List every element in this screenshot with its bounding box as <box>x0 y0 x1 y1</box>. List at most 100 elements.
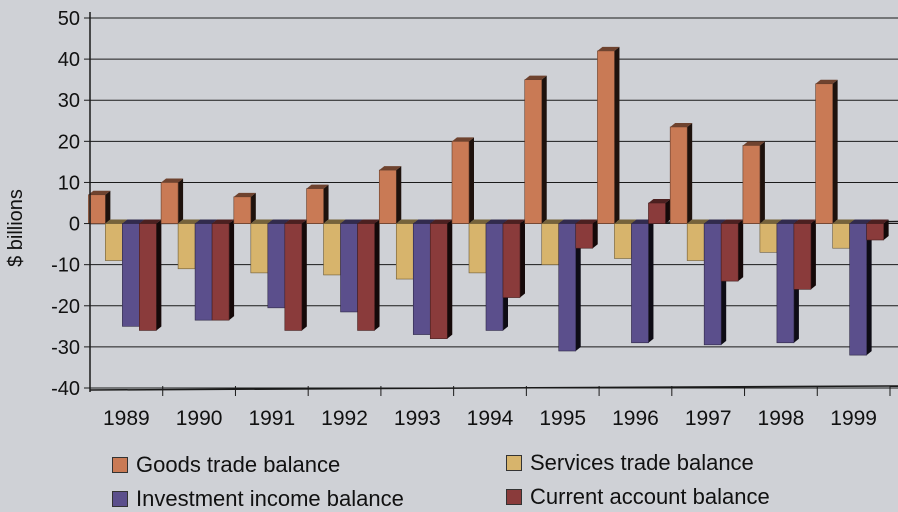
bar-top <box>340 219 363 224</box>
bar-side <box>759 141 765 224</box>
bar-top <box>178 219 201 224</box>
bar <box>194 223 213 321</box>
bar <box>686 223 705 261</box>
bar <box>211 223 230 321</box>
bar-top <box>597 46 620 51</box>
y-tick-label: 0 <box>69 214 80 236</box>
bar-top <box>284 219 307 224</box>
bar <box>832 223 850 249</box>
bar <box>720 223 739 282</box>
bar-side <box>323 184 329 224</box>
bar-top <box>469 219 491 224</box>
bar <box>558 223 577 352</box>
bar <box>502 223 521 298</box>
bar-top <box>575 219 598 224</box>
bar <box>631 223 649 344</box>
bar-top <box>524 75 547 80</box>
bar-side <box>687 122 693 224</box>
bar-side <box>229 219 235 321</box>
x-tick-label: 1991 <box>248 407 295 430</box>
bar-top <box>306 184 329 189</box>
bar-side <box>738 219 744 282</box>
bar <box>412 223 431 335</box>
x-tick-label: 1995 <box>539 407 586 430</box>
bar-top <box>267 219 290 224</box>
bar <box>395 223 414 280</box>
x-tick-label: 1992 <box>321 407 368 430</box>
y-tick-label: 10 <box>58 172 80 194</box>
y-tick-label: 50 <box>58 8 80 30</box>
x-tick-label: 1993 <box>394 407 441 430</box>
bar-top <box>631 219 654 224</box>
bar <box>614 223 632 259</box>
bar-side <box>178 178 184 224</box>
bar-side <box>665 199 671 224</box>
x-axis-line <box>89 385 898 391</box>
x-tick-label: 1997 <box>685 407 732 430</box>
bar-side <box>832 79 838 224</box>
bar <box>378 169 397 224</box>
legend-swatch-services-trade <box>506 455 522 471</box>
x-tick-label: 1990 <box>176 407 223 430</box>
bar-top <box>776 219 799 224</box>
bar-top <box>759 219 782 224</box>
bar <box>451 141 470 224</box>
bar-top <box>212 219 235 224</box>
bar-top <box>379 166 402 171</box>
bar-side <box>866 219 872 356</box>
bar <box>541 223 560 265</box>
x-tick-label: 1996 <box>612 407 659 430</box>
bar <box>575 223 594 249</box>
y-tick-label: 20 <box>58 131 80 153</box>
legend: Goods trade balance Services trade balan… <box>0 448 898 511</box>
bar-side <box>156 219 162 331</box>
legend-swatch-investment-income <box>112 491 128 507</box>
bar <box>793 223 812 290</box>
bar-top <box>503 219 525 224</box>
x-tick-label: 1994 <box>467 407 514 430</box>
bar <box>524 79 543 224</box>
bar-side <box>810 219 816 290</box>
legend-label-current-account: Current account balance <box>530 484 770 509</box>
bar <box>815 83 833 224</box>
bar-top <box>323 219 346 224</box>
y-axis-label: $ billions <box>5 189 27 267</box>
bar-top <box>357 219 380 224</box>
legend-swatch-goods-trade <box>112 457 128 473</box>
bar-top <box>139 219 162 224</box>
bar <box>669 126 688 224</box>
bar-top <box>250 219 273 224</box>
bar-side <box>541 75 547 224</box>
bar-top <box>742 141 765 146</box>
y-tick-label: -40 <box>51 378 80 400</box>
bar-top <box>161 178 184 183</box>
bar-side <box>469 137 474 224</box>
bar <box>323 223 341 276</box>
bar-side <box>250 192 256 224</box>
bar-top <box>866 219 889 224</box>
bar <box>849 223 867 356</box>
legend-item-services-trade: Services trade balance <box>506 450 754 476</box>
bar-top <box>122 219 145 224</box>
bar-top <box>413 219 436 224</box>
bar <box>759 223 778 253</box>
bar-top <box>793 219 816 224</box>
y-tick-label: 40 <box>58 49 80 71</box>
bar-top <box>849 219 872 224</box>
bar <box>485 223 504 331</box>
axes: 50 40 30 20 10 0 -10 -20 -30 -40 1989 1990 1991 1992 1… <box>51 8 898 430</box>
bar-side <box>301 219 307 331</box>
bar-side <box>614 46 620 224</box>
y-tick-label: -30 <box>51 337 80 359</box>
bar <box>177 223 196 270</box>
chart-svg: 50 40 30 20 10 0 -10 -20 -30 -40 1989 1990 1991 1992 1… <box>5 8 898 430</box>
y-tick-label: -20 <box>51 296 80 318</box>
bar-top <box>541 219 564 224</box>
bar <box>703 223 722 346</box>
bar-side <box>592 219 598 249</box>
bar-top <box>396 219 419 224</box>
x-tick-label: 1989 <box>103 407 150 430</box>
bar-top <box>105 219 128 224</box>
legend-label-goods-trade: Goods trade balance <box>136 452 341 477</box>
